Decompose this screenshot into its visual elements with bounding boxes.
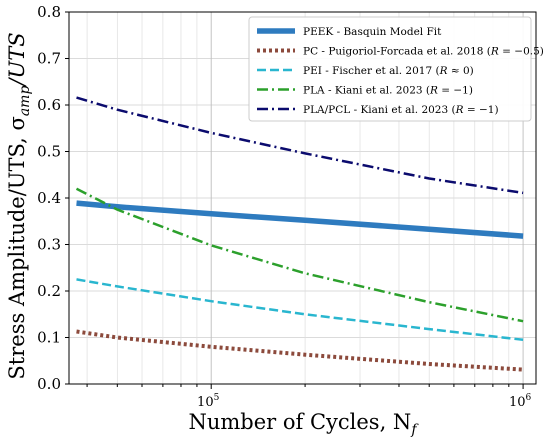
legend-label-5: PLA/PCL - Kiani et al. 2023 (R = −1) <box>303 104 499 116</box>
x-axis-label-main: Number of Cycles, N <box>188 410 411 434</box>
series-line-4 <box>75 187 524 323</box>
series-line-1 <box>76 200 524 239</box>
y-axis-label: Stress Amplitude/UTS, σamp/UTS <box>5 32 33 379</box>
x-axis-label: Number of Cycles, Nf <box>188 410 419 438</box>
y-tick-label: 0.2 <box>37 282 61 300</box>
legend-label-3: PEI - Fischer et al. 2017 (R ≈ 0) <box>303 65 474 77</box>
y-axis-label-subscript: amp <box>17 86 33 117</box>
legend-label-1: PEEK - Basquin Model Fit <box>303 26 442 38</box>
x-tick-label: 106 <box>509 393 532 410</box>
y-tick-label: 0.4 <box>37 189 61 207</box>
y-tick-label: 0.6 <box>37 96 61 114</box>
y-tick-label: 0.0 <box>37 375 61 393</box>
y-tick-label: 0.3 <box>37 236 61 254</box>
legend-label-4: PLA - Kiani et al. 2023 (R = −1) <box>303 85 473 97</box>
y-axis-label-suffix: /UTS <box>5 32 29 87</box>
x-tick-label: 105 <box>197 393 220 410</box>
y-axis-label-main: Stress Amplitude/UTS, σ <box>5 116 29 379</box>
axes: 0.0 0.1 0.2 0.3 0.4 0.5 0.6 0.7 0.8 105 106 <box>37 3 531 410</box>
series-line-3 <box>76 278 524 342</box>
series-lines <box>75 96 524 372</box>
y-tick-label: 0.5 <box>37 143 61 161</box>
legend-box <box>248 16 532 122</box>
grid <box>69 11 536 385</box>
legend: PEEK - Basquin Model Fit PC - Puigoriol-F… <box>248 16 544 122</box>
y-tick-label: 0.7 <box>37 50 61 68</box>
x-axis-label-subscript: f <box>410 422 419 438</box>
y-tick-label: 0.8 <box>37 3 61 21</box>
y-tick-label: 0.1 <box>37 329 61 347</box>
legend-label-2: PC - Puigoriol-Forcada et al. 2018 (R = … <box>303 46 544 58</box>
series-line-2 <box>76 329 524 372</box>
